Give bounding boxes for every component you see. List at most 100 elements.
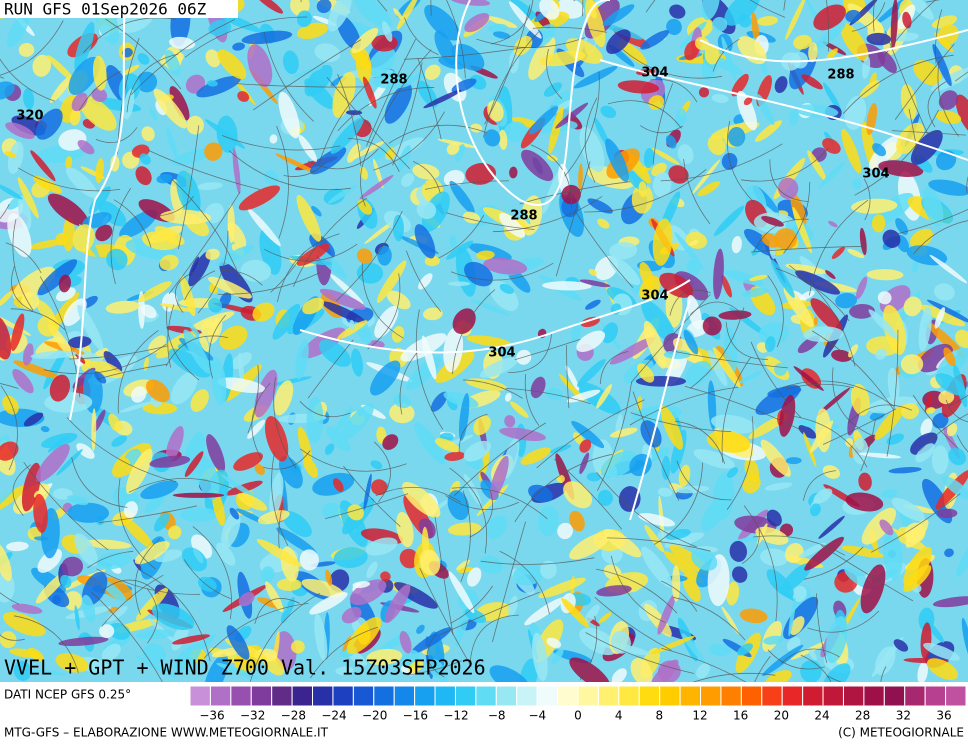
contour-line [69,0,126,421]
field-patch [883,529,903,580]
field-patch [122,47,133,58]
field-patch [318,339,352,367]
field-patch [290,0,310,16]
field-patch [56,448,83,476]
field-patch [370,360,401,396]
field-patch [630,657,653,682]
field-patch [845,438,854,447]
contour-label: 304 [488,346,515,361]
field-patch [640,30,670,50]
field-patch [349,319,355,330]
field-patch [396,511,414,548]
field-patch [443,391,479,408]
field-patch [156,173,173,184]
field-patch [335,666,354,675]
field-patch [179,507,219,523]
field-patch [74,605,80,631]
streamline [956,434,968,453]
field-patch [948,447,967,466]
streamline [366,38,417,147]
color-box [679,685,702,707]
field-patch [49,374,71,402]
field-patch [917,661,928,682]
field-patch [594,117,610,148]
field-patch [321,502,341,519]
streamline [508,332,552,373]
streamline [337,87,435,132]
field-patch [895,218,909,235]
field-patch [726,467,739,478]
streamline [221,135,341,151]
streamline [816,593,828,664]
field-patch [262,566,275,579]
field-patch [935,373,966,396]
field-patch [499,283,514,294]
field-patch [380,571,391,582]
field-patch [326,426,351,452]
field-patch [282,510,312,538]
field-patch [637,363,655,383]
field-patch [508,595,518,617]
field-patch [650,635,695,655]
field-patch [131,386,147,403]
field-patch [417,80,438,108]
field-patch [302,297,325,315]
field-patch [584,604,600,624]
field-patch [737,36,767,65]
streamline [546,48,563,100]
field-patch [927,322,965,358]
field-patch [922,186,944,227]
streamline [499,550,550,615]
color-box [312,685,334,707]
field-patch [674,232,705,270]
field-patch [606,29,631,55]
streamline [197,230,229,314]
field-patch [384,584,411,623]
field-patch [825,616,848,664]
field-patch [154,225,185,246]
field-patch [357,408,365,417]
field-patch [686,294,702,330]
field-patch [424,4,460,41]
field-patch [227,204,235,244]
streamline [753,535,846,556]
streamline [10,308,66,331]
streamline [689,307,745,389]
field-patch [926,658,959,680]
field-patch [93,409,106,433]
field-patch [713,205,745,237]
streamline [278,503,284,549]
field-patch [153,88,187,129]
field-patch [295,339,309,380]
field-patch [205,248,220,260]
field-patch [913,60,942,86]
field-patch [247,419,266,439]
field-patch [391,326,405,343]
field-patch [850,383,870,416]
field-patch [596,585,632,597]
colorbar-label: 0 [574,709,582,723]
streamline [630,294,711,383]
field-patch [691,547,718,571]
field-patch [823,663,851,682]
streamline [273,377,297,469]
field-patch [21,462,41,512]
streamline [740,148,829,182]
field-patch [808,42,818,63]
field-patch [935,110,962,125]
streamline [336,210,403,302]
field-patch [915,443,935,463]
streamline [786,383,854,390]
field-patch [557,522,573,540]
color-box [883,685,906,707]
color-box [740,685,763,707]
field-patch [926,299,968,324]
field-patch [240,259,272,282]
colorbar-label: −28 [281,709,306,723]
streamline [822,408,897,445]
colorbar-label: 24 [814,709,829,723]
field-patch [135,587,169,621]
field-patch [539,50,586,67]
contour-label: 288 [510,209,537,224]
streamline [264,243,358,262]
